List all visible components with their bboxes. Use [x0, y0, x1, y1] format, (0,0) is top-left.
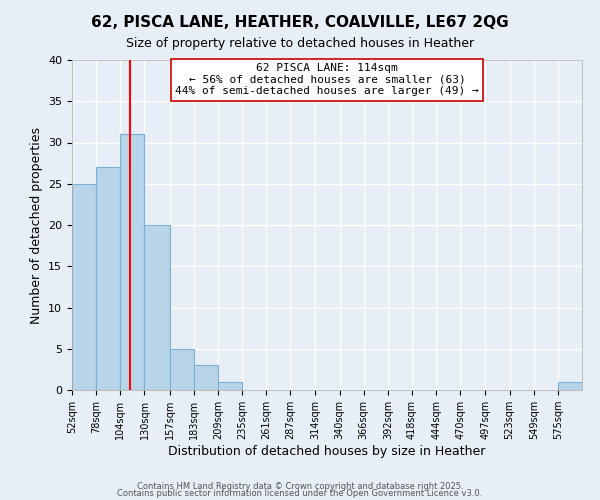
Bar: [558, 382, 582, 390]
X-axis label: Distribution of detached houses by size in Heather: Distribution of detached houses by size …: [169, 445, 485, 458]
Text: Contains public sector information licensed under the Open Government Licence v3: Contains public sector information licen…: [118, 489, 482, 498]
Text: Size of property relative to detached houses in Heather: Size of property relative to detached ho…: [126, 38, 474, 51]
Bar: [218, 382, 242, 390]
Y-axis label: Number of detached properties: Number of detached properties: [29, 126, 43, 324]
Bar: [194, 365, 218, 390]
Text: 62, PISCA LANE, HEATHER, COALVILLE, LE67 2QG: 62, PISCA LANE, HEATHER, COALVILLE, LE67…: [91, 15, 509, 30]
Text: Contains HM Land Registry data © Crown copyright and database right 2025.: Contains HM Land Registry data © Crown c…: [137, 482, 463, 491]
Bar: [145, 225, 170, 390]
Bar: [72, 184, 96, 390]
Bar: [96, 167, 121, 390]
Text: 62 PISCA LANE: 114sqm
← 56% of detached houses are smaller (63)
44% of semi-deta: 62 PISCA LANE: 114sqm ← 56% of detached …: [175, 64, 479, 96]
Bar: [170, 349, 194, 390]
Bar: [121, 134, 145, 390]
